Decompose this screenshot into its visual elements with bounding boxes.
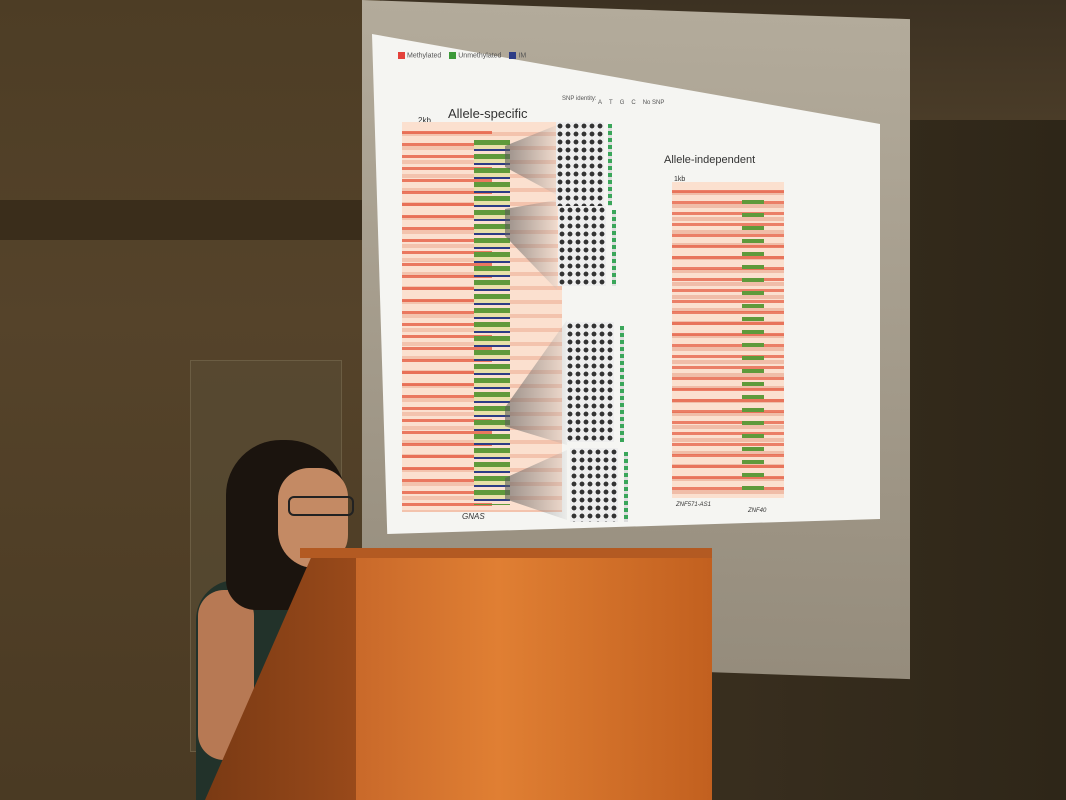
scale-1kb: 1kb [674, 176, 686, 183]
methylation-bars-left [474, 140, 510, 505]
legend-im: IM [509, 52, 526, 59]
snp-key-t: T [609, 100, 613, 106]
snp-key-g: G [619, 100, 625, 106]
scale-2kb: 2kb [418, 116, 431, 125]
podium-top [300, 548, 712, 558]
legend-unmethylated: Unmethylated [449, 52, 501, 59]
snp-key-c: C [631, 100, 636, 106]
bisulfite-reads-2 [558, 206, 606, 286]
methylation-bars-right [742, 200, 764, 490]
wall-band [0, 200, 380, 240]
snp-column-4 [624, 452, 628, 522]
methylated-swatch [398, 52, 405, 59]
bisulfite-reads-3 [566, 322, 614, 442]
gene-znf571-as1: ZNF571-AS1 [676, 502, 712, 508]
gene-znf40: ZNF40 [748, 508, 767, 514]
bisulfite-reads-4 [570, 448, 618, 522]
legend-im-label: IM [518, 52, 527, 60]
allele-specific-title: Allele-specific [448, 106, 528, 121]
unmethylated-swatch [449, 52, 457, 59]
snp-key-a: A [598, 100, 603, 106]
snp-column-1 [608, 124, 612, 206]
podium-front [356, 552, 712, 800]
bisulfite-reads-1 [556, 122, 604, 206]
gene-gnas: GNAS [462, 512, 485, 521]
snp-keys: A T G C No SNP [598, 100, 664, 106]
legend-methylated: Methylated [398, 52, 441, 59]
allele-independent-title: Allele-independent [664, 154, 756, 166]
legend-methylated-label: Methylated [407, 52, 442, 60]
im-swatch [509, 52, 517, 59]
slide-legend: Methylated Unmethylated IM [398, 52, 526, 59]
legend-unmethylated-label: Unmethylated [458, 52, 502, 60]
methylation-peaks-right [672, 182, 784, 498]
snp-identity-label: SNP identity: [562, 96, 597, 102]
snp-column-3 [620, 326, 624, 442]
snp-column-2 [612, 210, 616, 286]
glasses-icon [288, 496, 354, 516]
snp-key-none: No SNP [642, 100, 665, 106]
